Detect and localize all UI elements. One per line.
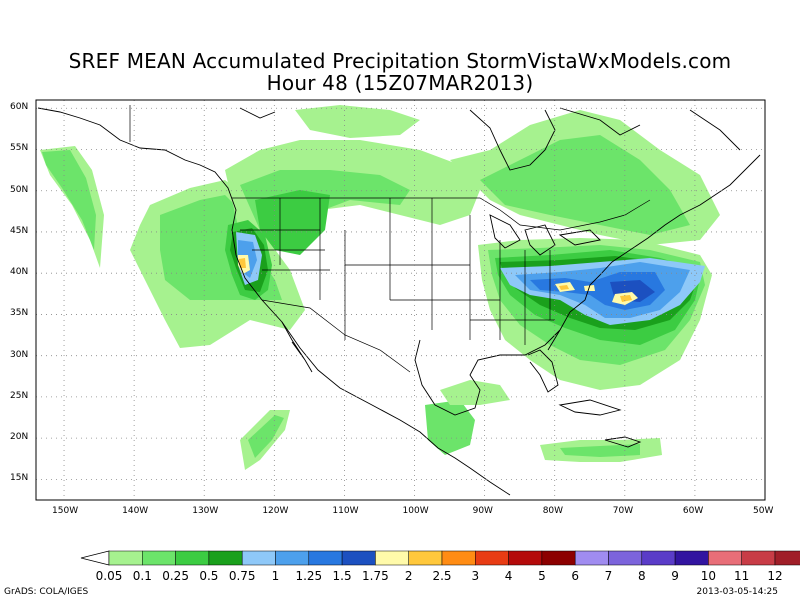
coastline-north-america-west xyxy=(37,107,511,496)
colorbar-swatch-15 xyxy=(608,550,643,566)
lon-label-90W: 90W xyxy=(472,506,493,516)
colorbar-swatch-7 xyxy=(341,550,376,566)
colorbar-label-12: 4 xyxy=(504,569,513,583)
colorbar-swatch-13 xyxy=(541,550,576,566)
lat-label-15N: 15N xyxy=(10,473,29,484)
lat-label-30N: 30N xyxy=(10,349,29,360)
colorbar-swatch-6 xyxy=(308,550,343,566)
lat-label-55N: 55N xyxy=(10,143,29,154)
coastline-mexico-gulf xyxy=(414,329,561,416)
colorbar-label-7: 1.5 xyxy=(332,569,352,583)
coastlines xyxy=(37,107,761,496)
colorbar-label-14: 6 xyxy=(571,569,580,583)
lat-label-35N: 35N xyxy=(10,308,29,319)
colorbar-swatch-14 xyxy=(574,550,609,566)
lon-label-150W: 150W xyxy=(52,506,79,516)
colorbar-swatch-4 xyxy=(241,550,276,566)
colorbar-label-11: 3 xyxy=(471,569,480,583)
precip-region-midatlantic-yellow2 xyxy=(584,285,595,291)
colorbar-label-3: 0.5 xyxy=(199,569,219,583)
lon-label-70W: 70W xyxy=(612,506,634,516)
precip-region-caribbean-2 xyxy=(560,444,640,457)
colorbar-label-19: 11 xyxy=(734,569,750,583)
precip-region-gulf-alaska-inner xyxy=(42,150,96,250)
colorbar-label-2: 0.25 xyxy=(162,569,189,583)
colorbar-swatch-17 xyxy=(674,550,709,566)
colorbar-label-10: 2.5 xyxy=(432,569,452,583)
colorbar xyxy=(80,550,800,566)
lon-label-120W: 120W xyxy=(262,506,289,516)
colorbar-label-0: 0.05 xyxy=(95,569,123,583)
colorbar-swatch-3 xyxy=(208,550,243,566)
colorbar-under-arrow xyxy=(80,550,110,566)
lon-label-100W: 100W xyxy=(402,506,429,516)
lon-label-130W: 130W xyxy=(192,506,219,516)
colorbar-label-17: 9 xyxy=(671,569,679,583)
colorbar-swatch-19 xyxy=(741,550,776,566)
lat-label-40N: 40N xyxy=(10,267,29,278)
colorbar-swatch-12 xyxy=(508,550,543,566)
colorbar-swatch-2 xyxy=(175,550,210,566)
colorbar-swatch-18 xyxy=(708,550,742,566)
colorbar-swatch-11 xyxy=(475,550,509,566)
colorbar-swatch-16 xyxy=(641,550,676,566)
footer-credit: GrADS: COLA/IGES xyxy=(4,587,89,597)
colorbar-label-18: 10 xyxy=(700,569,717,583)
map-title-line2: Hour 48 (15Z07MAR2013) xyxy=(266,71,534,95)
coastline-great-lakes xyxy=(489,214,601,256)
map-title-line1: SREF MEAN Accumulated Precipitation Stor… xyxy=(68,49,732,73)
colorbar-label-15: 7 xyxy=(604,569,613,583)
colorbar-swatch-0 xyxy=(108,550,143,566)
colorbar-swatch-8 xyxy=(375,550,409,566)
coastline-hudson-bay xyxy=(469,109,556,171)
colorbar-label-16: 8 xyxy=(637,569,646,583)
precip-region-central-america xyxy=(440,380,510,405)
colorbar-swatch-1 xyxy=(142,550,176,566)
precip-region-california-orange xyxy=(239,258,246,268)
colorbar-label-13: 5 xyxy=(538,569,546,583)
lon-label-60W: 60W xyxy=(682,506,704,516)
colorbar-label-4: 0.75 xyxy=(228,569,256,583)
coastline-hispaniola xyxy=(604,436,642,448)
lon-label-110W: 110W xyxy=(332,506,359,516)
footer-timestamp: 2013-03-05-14:25 xyxy=(696,587,779,597)
lon-label-80W: 80W xyxy=(542,506,564,516)
coastline-east-us xyxy=(547,154,761,351)
precip-region-gulf-mexico xyxy=(425,400,475,455)
colorbar-swatch-10 xyxy=(441,550,476,566)
lat-label-60N: 60N xyxy=(10,102,29,113)
lat-label-20N: 20N xyxy=(10,432,29,443)
coastline-arctic-islands xyxy=(239,107,741,151)
precip-region-north-canada xyxy=(295,105,420,138)
colorbar-swatch-9 xyxy=(408,550,443,566)
precip-region-midatlantic-orange xyxy=(559,285,569,290)
colorbar-label-6: 1.25 xyxy=(295,569,323,583)
precip-region-rockies xyxy=(255,190,330,255)
coastline-baja xyxy=(281,321,313,373)
colorbar-label-8: 1.75 xyxy=(362,569,389,583)
lat-label-50N: 50N xyxy=(10,184,29,195)
state-lines xyxy=(240,198,555,345)
political-borders xyxy=(129,105,651,373)
lat-label-25N: 25N xyxy=(10,390,29,401)
precip-region-pacific-tropical-2 xyxy=(248,415,284,458)
precip-region-atlantic-orange xyxy=(620,295,632,302)
lon-label-50W: 50W xyxy=(753,506,774,516)
colorbar-label-9: 2 xyxy=(404,569,413,583)
colorbar-label-5: 1 xyxy=(271,569,280,583)
colorbar-label-1: 0.1 xyxy=(132,569,152,583)
coastline-florida xyxy=(527,349,559,393)
colorbar-swatch-5 xyxy=(275,550,310,566)
colorbar-swatch-20 xyxy=(774,550,800,566)
border-us-canada xyxy=(232,197,651,231)
lon-label-140W: 140W xyxy=(122,506,149,516)
lat-label-45N: 45N xyxy=(10,225,29,236)
map-frame-border xyxy=(35,99,766,501)
coastline-cuba xyxy=(558,399,622,416)
colorbar-label-20: 12 xyxy=(767,569,783,583)
precip-region-quebec-2 xyxy=(480,135,690,235)
